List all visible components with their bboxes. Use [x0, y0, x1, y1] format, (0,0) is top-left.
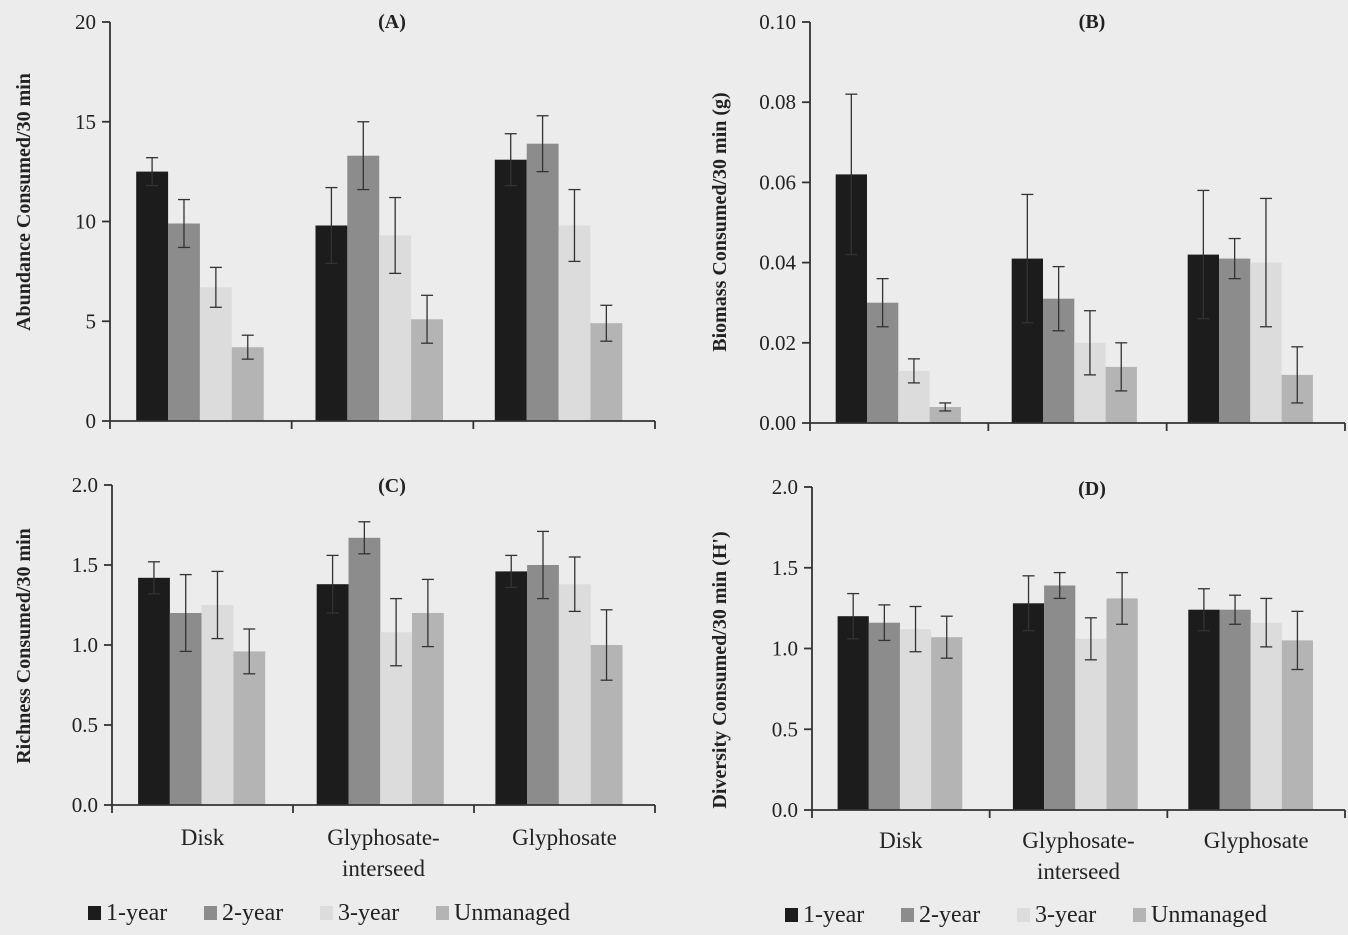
y-tick-label: 1.0 [772, 637, 798, 661]
bar [1219, 609, 1251, 810]
legend-swatch [1017, 908, 1030, 922]
panel-title: (C) [378, 475, 406, 497]
legend-label: 1-year [803, 902, 864, 928]
legend-label: Unmanaged [1151, 902, 1267, 928]
category-label: Glyphosate-interseed [1022, 828, 1134, 884]
bar [558, 584, 591, 805]
y-axis-title: Diversity Consumed/30 min (H') [709, 531, 731, 808]
panel-d: 0.0 0.5 1.0 1.5 2.0 Disk Glyphosate-interseed G… [709, 475, 1346, 884]
y-tick-label: 15 [75, 110, 96, 134]
bar [1012, 603, 1045, 810]
category-label: Glyphosate [1204, 828, 1309, 853]
bar [199, 287, 232, 421]
bar [316, 584, 349, 805]
y-tick-label: 0.0 [72, 793, 98, 817]
y-tick-label: 2.0 [772, 475, 798, 499]
bar [138, 577, 170, 805]
legend-right: 1-year 2-year 3-year Unmanaged [785, 902, 1267, 928]
category-label: Disk [879, 828, 923, 853]
bar [1219, 258, 1251, 423]
panel-a: 0 5 10 15 20 (A) Abundance Consumed/30 min [13, 10, 656, 433]
legend-swatch [1133, 908, 1146, 922]
y-tick-label: 0.10 [759, 10, 796, 34]
bar [929, 407, 961, 423]
y-tick-label: 0.06 [759, 170, 796, 194]
y-tick-label: 0.0 [772, 798, 798, 822]
legend-swatch [901, 908, 914, 922]
bar [868, 622, 900, 810]
y-tick-label: 20 [75, 10, 96, 34]
bar [526, 143, 559, 421]
y-tick-label: 0.5 [772, 717, 798, 741]
bar [1075, 638, 1107, 810]
bar [899, 629, 932, 810]
legend-swatch [88, 906, 101, 920]
category-label: Disk [181, 825, 225, 850]
bar [837, 616, 869, 810]
bar [1188, 609, 1220, 810]
y-tick-label: 0 [86, 409, 97, 433]
panel-b: 0.00 0.02 0.04 0.06 0.08 0.10 (B) Biomass Consu… [709, 10, 1346, 435]
y-axis-title: Richness Consumed/30 min [13, 528, 35, 764]
bar [494, 159, 527, 421]
y-axis-title: Biomass Consumed/30 min (g) [709, 92, 731, 351]
legend-left: 1-year 2-year 3-year Unmanaged [88, 900, 570, 926]
y-tick-label: 2.0 [72, 473, 98, 497]
legend-label: 2-year [919, 902, 980, 928]
y-tick-label: 0.5 [72, 713, 98, 737]
bar [136, 171, 169, 421]
y-tick-label: 5 [86, 309, 97, 333]
y-tick-label: 0.00 [759, 411, 796, 435]
y-tick-label: 0.04 [759, 251, 796, 275]
bar [495, 571, 528, 805]
bar [168, 223, 200, 421]
legend-label: 1-year [106, 900, 167, 926]
legend-swatch [320, 906, 333, 920]
y-tick-label: 1.5 [72, 553, 98, 577]
y-tick-label: 0.08 [759, 90, 796, 114]
bar [1250, 622, 1282, 810]
bar [348, 537, 381, 805]
bar [347, 155, 380, 421]
legend-swatch [785, 908, 798, 922]
panel-title: (B) [1079, 11, 1106, 33]
y-tick-label: 10 [75, 210, 96, 234]
y-axis-title: Abundance Consumed/30 min [13, 73, 35, 331]
panel-title: (A) [378, 11, 406, 33]
y-tick-label: 1.0 [72, 633, 98, 657]
bar [1106, 598, 1138, 810]
bar [931, 637, 963, 810]
legend-label: 3-year [1035, 902, 1096, 928]
bar [527, 565, 559, 805]
bar [233, 651, 266, 805]
legend-swatch [204, 906, 217, 920]
legend-label: 3-year [338, 900, 399, 926]
legend-label: Unmanaged [454, 900, 570, 926]
bar [1044, 585, 1076, 810]
legend-swatch [436, 906, 449, 920]
legend-label: 2-year [222, 900, 283, 926]
panel-title: (D) [1078, 478, 1106, 500]
y-tick-label: 1.5 [772, 556, 798, 580]
category-label: Glyphosate-interseed [327, 825, 439, 881]
panel-c: 0.0 0.5 1.0 1.5 2.0 Disk Glyphosate-interseed G… [13, 473, 656, 881]
category-label: Glyphosate [512, 825, 617, 850]
y-tick-label: 0.02 [759, 331, 796, 355]
